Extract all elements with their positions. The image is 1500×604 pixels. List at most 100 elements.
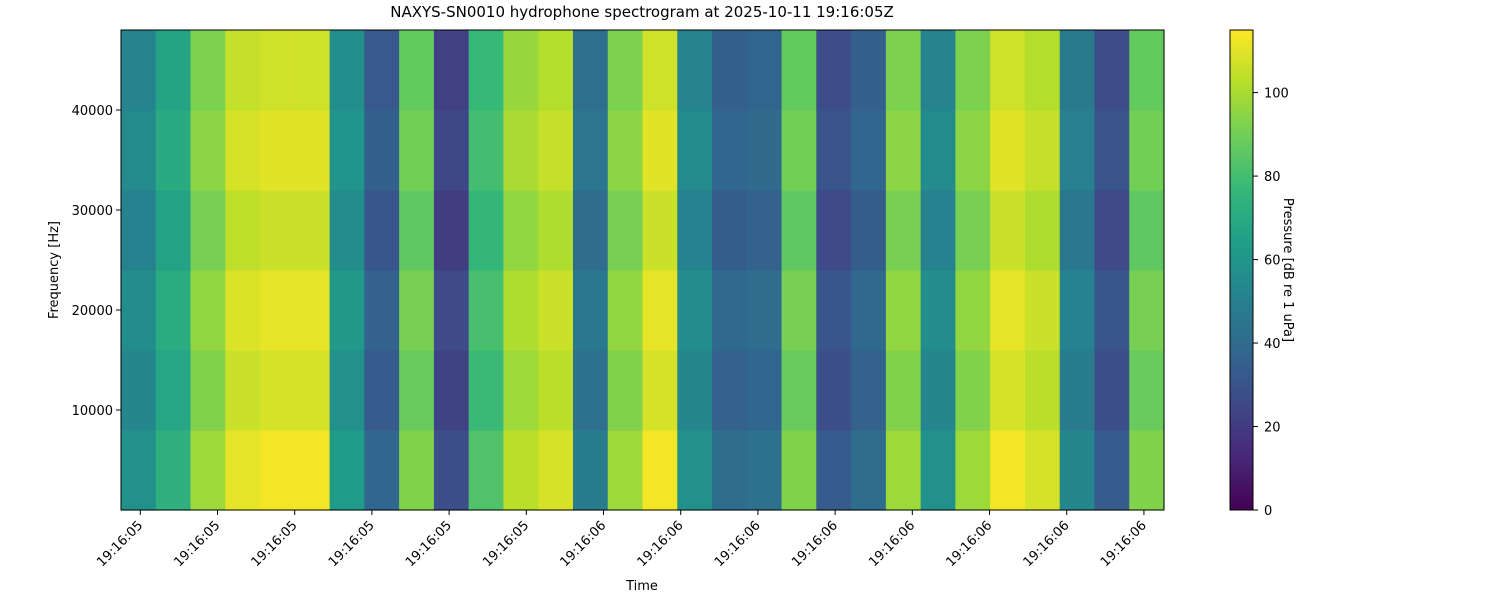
chart-title: NAXYS-SN0010 hydrophone spectrogram at 2…	[390, 3, 894, 21]
cell	[503, 30, 538, 111]
cell	[503, 270, 538, 351]
cell	[156, 190, 191, 271]
cell	[573, 350, 608, 431]
cell	[469, 350, 504, 431]
colorbar-tick-label: 80	[1264, 170, 1281, 185]
cell	[1129, 190, 1164, 271]
cell	[469, 270, 504, 351]
cell	[330, 270, 365, 351]
x-tick-label: 19:16:06	[1098, 518, 1150, 570]
cell	[816, 430, 851, 511]
x-tick-label: 19:16:06	[1021, 518, 1073, 570]
cell	[921, 190, 956, 271]
cell	[747, 430, 782, 511]
cell	[851, 110, 886, 191]
cell	[191, 350, 226, 431]
cell	[225, 190, 260, 271]
cell	[712, 110, 747, 191]
cell	[712, 350, 747, 431]
cell	[747, 30, 782, 111]
cell	[364, 30, 399, 111]
x-tick-label: 19:16:05	[171, 518, 223, 570]
cell	[816, 30, 851, 111]
cell	[364, 190, 399, 271]
cell	[677, 270, 712, 351]
cell	[1060, 110, 1095, 191]
cell	[955, 350, 990, 431]
cell	[816, 270, 851, 351]
colorbar-tick-label: 60	[1264, 254, 1281, 269]
cell	[434, 30, 469, 111]
x-tick-label: 19:16:06	[943, 518, 995, 570]
cell	[1129, 270, 1164, 351]
cell	[643, 190, 678, 271]
cell	[121, 190, 156, 271]
cell	[747, 190, 782, 271]
cell	[921, 270, 956, 351]
cell	[1060, 270, 1095, 351]
y-tick-label: 30000	[72, 204, 113, 219]
cell	[643, 430, 678, 511]
colorbar-tick-label: 20	[1264, 421, 1281, 436]
cell	[434, 190, 469, 271]
cell	[1060, 350, 1095, 431]
cell	[851, 350, 886, 431]
cell	[330, 30, 365, 111]
cell	[1025, 350, 1060, 431]
colorbar	[1230, 30, 1253, 510]
cell	[886, 270, 921, 351]
cell	[573, 110, 608, 191]
cell	[573, 190, 608, 271]
cell	[156, 270, 191, 351]
cell	[851, 430, 886, 511]
cell	[573, 430, 608, 511]
cell	[782, 270, 817, 351]
cell	[330, 110, 365, 191]
cell	[1129, 430, 1164, 511]
cell	[886, 350, 921, 431]
cell	[469, 30, 504, 111]
cell	[156, 110, 191, 191]
y-tick-label: 10000	[72, 404, 113, 419]
colorbar-tick-label: 100	[1264, 87, 1289, 102]
cell	[608, 190, 643, 271]
cell	[1060, 430, 1095, 511]
cell	[225, 350, 260, 431]
cell	[1025, 30, 1060, 111]
cell	[747, 350, 782, 431]
cell	[156, 30, 191, 111]
cell	[538, 190, 573, 271]
cell	[886, 110, 921, 191]
cell	[399, 350, 434, 431]
cell	[921, 30, 956, 111]
cell	[886, 190, 921, 271]
cell	[538, 430, 573, 511]
x-tick-label: 19:16:05	[326, 518, 378, 570]
cell	[191, 270, 226, 351]
cell	[434, 270, 469, 351]
x-tick-label: 19:16:06	[712, 518, 764, 570]
cell	[295, 110, 330, 191]
cell	[364, 270, 399, 351]
cell	[191, 430, 226, 511]
x-tick-label: 19:16:06	[789, 518, 841, 570]
cell	[156, 350, 191, 431]
cell	[469, 110, 504, 191]
cell	[260, 270, 295, 351]
colorbar-tick-label: 0	[1264, 504, 1272, 519]
cell	[260, 110, 295, 191]
cell	[538, 270, 573, 351]
cell	[1025, 270, 1060, 351]
cell	[295, 30, 330, 111]
cell	[955, 430, 990, 511]
x-tick-label: 19:16:06	[866, 518, 918, 570]
colorbar-tick-label: 40	[1264, 337, 1281, 352]
cell	[955, 110, 990, 191]
cell	[1025, 430, 1060, 511]
cell	[990, 270, 1025, 351]
cell	[990, 190, 1025, 271]
cell	[503, 110, 538, 191]
cell	[573, 30, 608, 111]
cell	[712, 30, 747, 111]
cell	[643, 350, 678, 431]
